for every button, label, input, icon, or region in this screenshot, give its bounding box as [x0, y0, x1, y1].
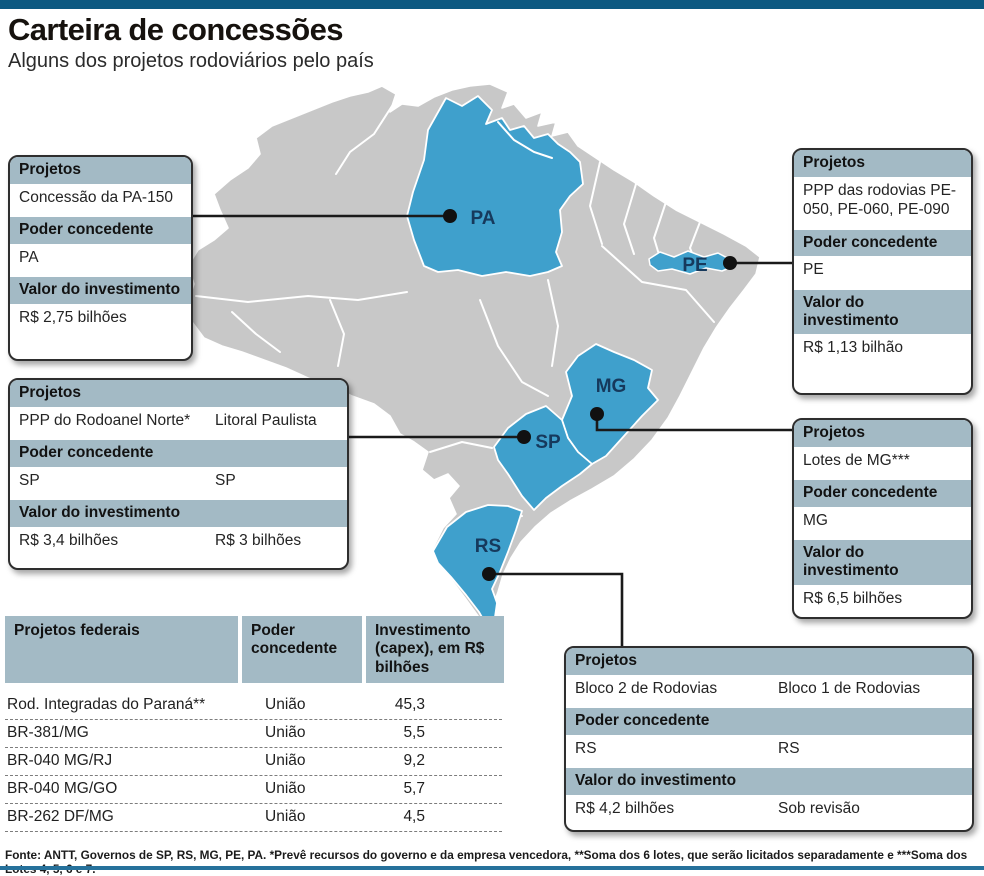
- section-header-projects: Projetos: [10, 157, 191, 184]
- section-header-grantor: Poder concedente: [794, 229, 971, 257]
- state-label-rs: RS: [475, 536, 501, 557]
- state-label-sp: SP: [535, 432, 561, 453]
- project-name: PPP do Rodoanel Norte*: [19, 411, 191, 429]
- grantor-cell: União: [265, 779, 306, 797]
- state-pa-shape: [406, 95, 584, 277]
- column-header: Projetos federais: [5, 616, 238, 683]
- grantor-row: SP SP: [10, 469, 347, 500]
- callout-dot-mg: [590, 407, 604, 421]
- project-name: PPP das rodovias PE-050, PE-060, PE-090: [803, 181, 957, 219]
- project-row: Bloco 2 de Rodovias Bloco 1 de Rodovias: [566, 677, 972, 708]
- callout-box-pe: Projetos PPP das rodovias PE-050, PE-060…: [792, 148, 973, 395]
- section-header-grantor: Poder concedente: [566, 708, 972, 735]
- investment-row: R$ 4,2 bilhões Sob revisão: [566, 797, 972, 828]
- project-cell: Rod. Integradas do Paraná**: [7, 695, 206, 713]
- callout-box-rs: Projetos Bloco 2 de Rodovias Bloco 1 de …: [564, 646, 974, 832]
- project-name: Concessão da PA-150: [19, 188, 173, 206]
- grantor-cell: União: [265, 751, 306, 769]
- federal-projects-table: Projetos federais Poder concedente Inves…: [5, 616, 504, 832]
- state-rs-shape: [432, 504, 523, 627]
- state-sp-shape: [493, 405, 593, 511]
- callout-dot-pa: [443, 209, 457, 223]
- table-body: Rod. Integradas do Paraná** União 45,3 B…: [5, 692, 502, 832]
- bottom-accent-bar: [0, 866, 984, 870]
- table-header-row: Projetos federais Poder concedente Inves…: [5, 616, 504, 683]
- table-row: BR-381/MG União 5,5: [5, 720, 502, 748]
- value-cell: 4,5: [403, 807, 425, 825]
- section-header-investment: Valor do investimento: [566, 768, 972, 796]
- header: Carteira de concessões Alguns dos projet…: [8, 12, 374, 72]
- grantor-cell: União: [265, 807, 306, 825]
- page-title: Carteira de concessões: [8, 12, 343, 47]
- column-header: Investimento (capex), em R$ bilhões: [366, 616, 504, 683]
- project-name: Lotes de MG***: [803, 451, 910, 469]
- section-header-investment: Valor do investimento: [10, 500, 347, 528]
- project-cell: BR-040 MG/GO: [7, 779, 118, 797]
- section-header-grantor: Poder concedente: [794, 480, 971, 507]
- page-subtitle: Alguns dos projetos rodoviários pelo paí…: [8, 49, 374, 72]
- investment-value: Sob revisão: [778, 800, 860, 818]
- grantor-name: SP: [215, 472, 236, 489]
- grantor-name: SP: [19, 472, 40, 489]
- state-label-pe: PE: [682, 255, 707, 276]
- state-borders: [195, 105, 715, 523]
- project-row: PPP do Rodoanel Norte* Litoral Paulista: [10, 409, 347, 440]
- project-name: Bloco 1 de Rodovias: [778, 679, 921, 697]
- investment-row: R$ 3,4 bilhões R$ 3 bilhões: [10, 529, 347, 560]
- section-header-grantor: Poder concedente: [10, 440, 347, 467]
- section-header-projects: Projetos: [566, 648, 972, 675]
- callout-dot-rs: [482, 567, 496, 581]
- section-header-investment: Valor do investimento: [794, 540, 971, 585]
- value-cell: 9,2: [403, 751, 425, 769]
- project-cell: BR-040 MG/RJ: [7, 751, 113, 769]
- callout-box-sp: Projetos PPP do Rodoanel Norte* Litoral …: [8, 378, 349, 570]
- callout-box-mg: Projetos Lotes de MG*** Poder concedente…: [792, 418, 973, 619]
- project-cell: BR-262 DF/MG: [7, 807, 114, 825]
- section-header-projects: Projetos: [794, 420, 971, 447]
- grantor-name: PE: [803, 261, 824, 279]
- value-cell: 45,3: [394, 695, 425, 713]
- investment-value: R$ 3 bilhões: [215, 532, 302, 550]
- project-name: Bloco 2 de Rodovias: [575, 679, 718, 697]
- grantor-name: MG: [803, 512, 828, 529]
- grantor-row: RS RS: [566, 737, 972, 768]
- project-cell: BR-381/MG: [7, 723, 89, 741]
- grantor-cell: União: [265, 695, 306, 713]
- investment-value: R$ 1,13 bilhão: [803, 339, 903, 357]
- state-label-mg: MG: [596, 376, 627, 397]
- table-row: Rod. Integradas do Paraná** União 45,3: [5, 692, 502, 720]
- callout-box-pa: Projetos Concessão da PA-150 Poder conce…: [8, 155, 193, 361]
- investment-value: R$ 6,5 bilhões: [803, 590, 903, 607]
- pa-river-line: [497, 121, 553, 159]
- callout-dot-sp: [517, 430, 531, 444]
- callout-line-rs: [489, 572, 624, 648]
- section-header-projects: Projetos: [10, 380, 347, 407]
- state-label-pa: PA: [471, 208, 496, 229]
- value-cell: 5,5: [403, 723, 425, 741]
- grantor-name: RS: [778, 740, 800, 757]
- investment-value: R$ 4,2 bilhões: [575, 800, 675, 818]
- callout-dot-pe: [723, 256, 737, 270]
- table-row: BR-040 MG/RJ União 9,2: [5, 748, 502, 776]
- column-header: Poder concedente: [242, 616, 362, 683]
- grantor-name: RS: [575, 740, 597, 757]
- section-header-investment: Valor do investimento: [10, 277, 191, 305]
- section-header-investment: Valor do investimento: [794, 289, 971, 335]
- investment-value: R$ 3,4 bilhões: [19, 532, 119, 550]
- table-row: BR-040 MG/GO União 5,7: [5, 776, 502, 804]
- project-name: Litoral Paulista: [215, 411, 317, 429]
- table-row: BR-262 DF/MG União 4,5: [5, 804, 502, 832]
- top-accent-bar: [0, 0, 984, 9]
- section-header-grantor: Poder concedente: [10, 217, 191, 244]
- grantor-cell: União: [265, 723, 306, 741]
- value-cell: 5,7: [403, 779, 425, 797]
- section-header-projects: Projetos: [794, 150, 971, 177]
- source-footnote: Fonte: ANTT, Governos de SP, RS, MG, PE,…: [5, 848, 968, 876]
- grantor-name: PA: [19, 249, 39, 266]
- investment-value: R$ 2,75 bilhões: [19, 309, 127, 327]
